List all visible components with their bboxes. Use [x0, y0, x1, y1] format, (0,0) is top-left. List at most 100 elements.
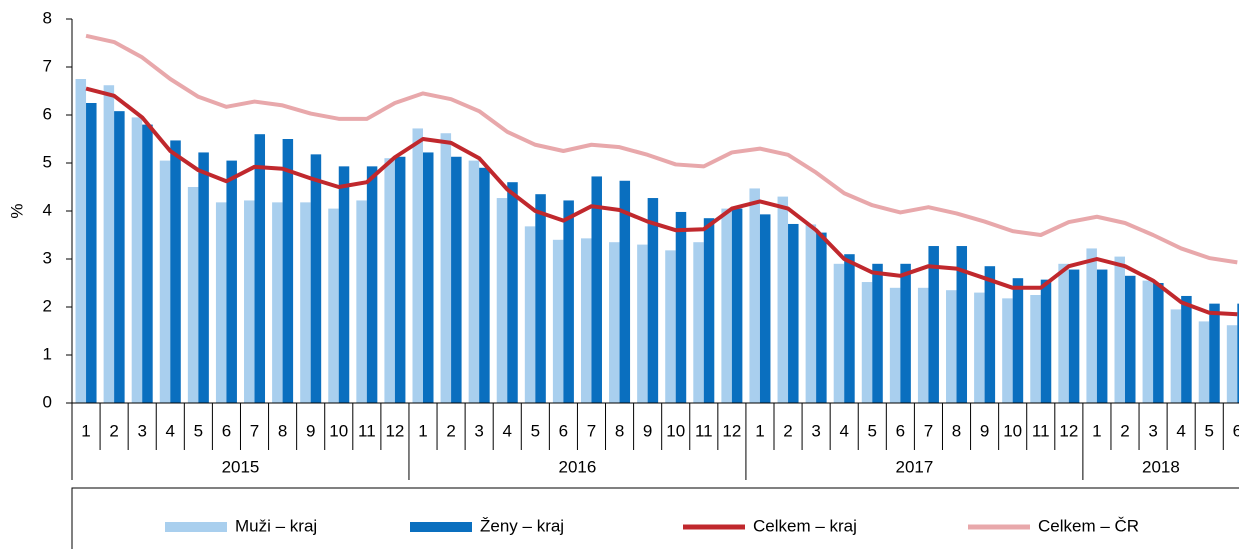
bar — [900, 263, 911, 403]
bar — [282, 139, 294, 403]
x-tick-label: 6 — [559, 421, 568, 440]
legend-box — [71, 487, 1239, 549]
x-tick-label: 3 — [137, 421, 146, 440]
bar — [114, 111, 125, 403]
x-tick-label: 5 — [531, 421, 540, 440]
bar — [721, 208, 732, 403]
bar — [1198, 321, 1210, 403]
x-tick-label: 12 — [1059, 421, 1078, 440]
bar — [384, 158, 395, 403]
bar — [1153, 283, 1164, 403]
bar — [1086, 248, 1097, 403]
group-label: 2017 — [895, 457, 933, 476]
y-tick-label: 3 — [43, 248, 52, 267]
x-tick-label: 2 — [446, 421, 455, 440]
x-tick-label: 5 — [868, 421, 877, 440]
bar — [1181, 295, 1192, 403]
bar — [974, 292, 985, 403]
bar — [1125, 275, 1136, 403]
bar — [394, 156, 406, 403]
bar — [507, 182, 518, 403]
x-tick-label: 10 — [1003, 421, 1022, 440]
bar — [675, 211, 687, 403]
bar — [665, 250, 676, 403]
bar — [788, 223, 799, 403]
group-label: 2015 — [222, 457, 260, 476]
y-axis-label: % — [7, 203, 26, 218]
legend-label: Celkem – kraj — [753, 516, 857, 535]
bar — [693, 242, 704, 403]
bar — [535, 194, 546, 403]
bar — [366, 166, 378, 403]
bar — [1002, 298, 1013, 403]
x-tick-label: 7 — [250, 421, 259, 440]
bar — [423, 152, 434, 403]
x-tick-label: 9 — [643, 421, 652, 440]
bar — [103, 85, 115, 404]
bar — [833, 263, 845, 403]
x-tick-label: 9 — [980, 421, 989, 440]
bar — [703, 218, 715, 403]
bar — [637, 244, 648, 403]
bar — [816, 232, 827, 403]
x-tick-label: 11 — [1032, 421, 1050, 440]
x-tick-label: 6 — [1233, 421, 1239, 440]
x-tick-label: 3 — [1148, 421, 1157, 440]
legend-swatch — [165, 522, 227, 532]
group-label: 2016 — [559, 457, 597, 476]
bar — [946, 290, 957, 403]
bar — [496, 198, 508, 403]
line — [85, 86, 1238, 317]
y-tick-label: 6 — [43, 104, 52, 123]
bar — [563, 200, 574, 403]
y-tick-label: 1 — [43, 344, 52, 363]
bar — [468, 160, 480, 403]
bar — [861, 282, 873, 403]
bar — [187, 187, 199, 403]
x-tick-label: 2 — [1120, 421, 1129, 440]
bar — [1142, 280, 1154, 403]
bar — [956, 246, 968, 403]
bar — [170, 140, 181, 403]
x-tick-label: 5 — [194, 421, 203, 440]
bar — [272, 202, 283, 403]
bar — [928, 246, 939, 403]
bar — [1237, 303, 1239, 403]
bar — [86, 103, 97, 403]
bar — [75, 79, 87, 403]
x-tick-label: 9 — [306, 421, 315, 440]
y-tick-label: 8 — [43, 8, 52, 27]
bar — [777, 196, 789, 403]
bar — [984, 266, 996, 403]
bar — [591, 176, 602, 403]
bar — [440, 133, 452, 404]
bar — [310, 154, 322, 403]
bar — [244, 200, 255, 403]
bar — [889, 287, 901, 403]
bar — [254, 134, 266, 403]
x-tick-label: 1 — [81, 421, 90, 440]
bar — [580, 238, 592, 403]
legend-label: Ženy – kraj — [480, 516, 564, 535]
line — [85, 33, 1238, 265]
bar — [805, 224, 817, 403]
bar — [552, 239, 564, 403]
x-tick-label: 12 — [722, 421, 741, 440]
x-tick-label: 8 — [952, 421, 961, 440]
bar — [749, 188, 760, 403]
x-tick-label: 5 — [1205, 421, 1214, 440]
bar — [215, 202, 227, 403]
bar — [1226, 325, 1238, 403]
x-tick-label: 11 — [695, 421, 713, 440]
bar — [412, 128, 423, 403]
bar — [142, 124, 153, 403]
x-tick-label: 4 — [1176, 421, 1185, 440]
x-tick-label: 1 — [755, 421, 764, 440]
bar — [300, 202, 311, 403]
y-tick-label: 5 — [43, 152, 52, 171]
bar — [844, 254, 855, 403]
x-tick-label: 4 — [503, 421, 512, 440]
bar — [479, 167, 490, 403]
